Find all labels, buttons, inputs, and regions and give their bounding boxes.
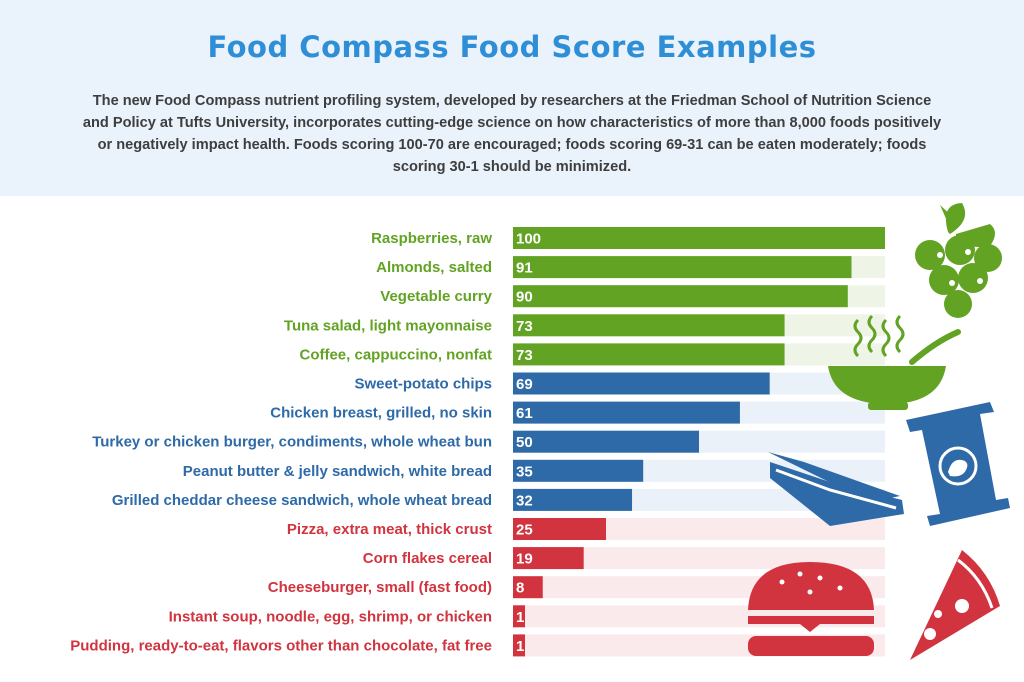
bar: [513, 576, 543, 599]
category-label: Grilled cheddar cheese sandwich, whole w…: [112, 492, 492, 509]
bar: [513, 430, 699, 453]
value-label: 32: [516, 492, 533, 509]
value-label: 90: [516, 289, 533, 306]
value-label: 50: [516, 434, 533, 451]
bar: [513, 634, 525, 657]
bar: [513, 547, 584, 570]
category-label: Coffee, cappuccino, nonfat: [299, 346, 492, 363]
category-label: Sweet-potato chips: [354, 376, 492, 393]
sandwich-icon: [768, 452, 904, 526]
category-label: Chicken breast, grilled, no skin: [270, 405, 492, 422]
category-label: Pizza, extra meat, thick crust: [287, 521, 492, 538]
category-label: Corn flakes cereal: [363, 550, 492, 567]
value-label: 19: [516, 551, 533, 568]
category-label: Vegetable curry: [380, 288, 492, 305]
pizza-slice-icon: [910, 550, 1000, 660]
bar: [513, 459, 644, 482]
value-label: 91: [516, 260, 533, 277]
value-label: 73: [516, 347, 533, 364]
bar: [513, 256, 852, 279]
value-label: 100: [516, 231, 541, 248]
bar: [513, 285, 848, 308]
value-label: 73: [516, 318, 533, 335]
grapes-icon: [915, 203, 1002, 318]
category-label: Cheeseburger, small (fast food): [268, 579, 492, 596]
value-label: 25: [516, 522, 533, 539]
soup-bowl-icon: [828, 314, 961, 410]
bar: [513, 372, 770, 395]
category-label: Raspberries, raw: [371, 230, 492, 247]
value-label: 8: [516, 580, 524, 597]
category-label: Turkey or chicken burger, condiments, wh…: [92, 434, 492, 451]
bar: [513, 488, 633, 511]
page-subtitle: The new Food Compass nutrient profiling …: [82, 93, 942, 175]
category-label: Tuna salad, light mayonnaise: [284, 317, 492, 334]
bar: [513, 227, 885, 249]
category-label: Almonds, salted: [376, 259, 492, 276]
value-label: 1: [516, 609, 524, 626]
burger-icon: [748, 562, 874, 656]
category-label: Pudding, ready-to-eat, flavors other tha…: [70, 637, 492, 654]
bar: [513, 343, 785, 366]
bar: [513, 314, 785, 337]
value-label: 69: [516, 376, 533, 393]
bar: [513, 605, 525, 628]
bar: [513, 401, 740, 424]
chips-bag-icon: [906, 402, 1010, 526]
header-band: Food Compass Food Score Examples The new…: [0, 0, 1024, 196]
value-label: 1: [516, 638, 524, 655]
bar: [513, 518, 606, 540]
value-label: 61: [516, 405, 533, 422]
category-label: Instant soup, noodle, egg, shrimp, or ch…: [169, 608, 492, 625]
value-label: 35: [516, 463, 533, 480]
category-label: Peanut butter & jelly sandwich, white br…: [183, 463, 492, 480]
page-title: Food Compass Food Score Examples: [207, 30, 817, 64]
